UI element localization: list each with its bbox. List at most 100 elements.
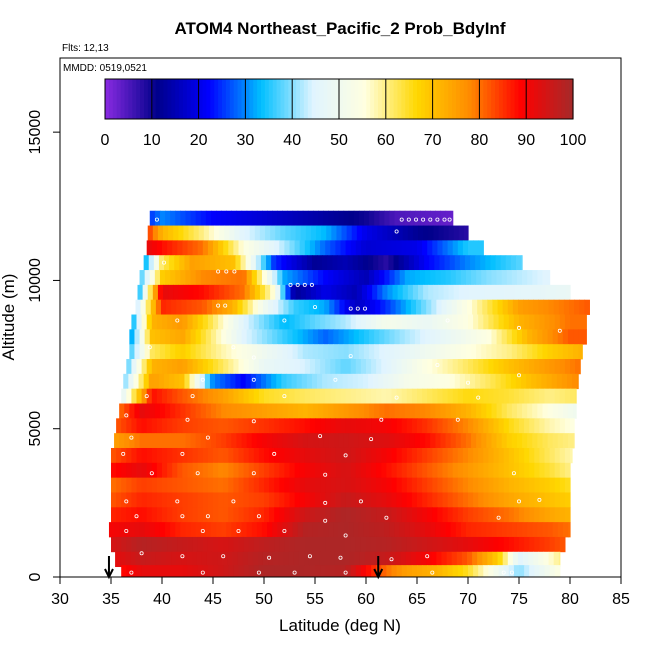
heatmap-cell: [256, 522, 263, 538]
heatmap-cell: [293, 551, 300, 568]
heatmap-cell: [150, 551, 157, 568]
heatmap-cell: [329, 299, 335, 315]
heatmap-cell: [370, 551, 376, 568]
heatmap-cell: [248, 240, 255, 256]
heatmap-cell: [141, 447, 148, 464]
heatmap-cell: [324, 299, 330, 315]
colorbar-segment: [569, 79, 574, 119]
heatmap-cell: [223, 565, 229, 578]
heatmap-cell: [207, 536, 214, 553]
colorbar-segment: [354, 79, 360, 119]
sample-marker: [421, 217, 426, 222]
heatmap-cell: [286, 373, 293, 390]
y-axis-label: Altitude (m): [0, 274, 18, 361]
sample-marker: [144, 394, 149, 399]
heatmap-cell: [508, 507, 515, 523]
heatmap-cell: [451, 299, 458, 315]
heatmap-cell: [200, 329, 207, 345]
heatmap-cell: [233, 240, 240, 256]
sample-marker: [251, 377, 256, 382]
heatmap-cell: [378, 373, 384, 390]
heatmap-cell: [172, 565, 178, 578]
heatmap-cell: [261, 329, 268, 345]
heatmap-cell: [175, 270, 181, 286]
heatmap-cell: [267, 433, 273, 449]
heatmap-cell: [503, 477, 510, 493]
sample-marker: [389, 557, 394, 562]
heatmap-cell: [444, 373, 451, 390]
heatmap-cell: [505, 373, 512, 390]
heatmap-cell: [202, 536, 209, 553]
heatmap-cell: [216, 433, 222, 449]
sample-marker: [216, 269, 221, 274]
heatmap-cell: [549, 492, 556, 508]
heatmap-cell: [366, 492, 372, 508]
heatmap-cell: [519, 314, 525, 330]
heatmap-cell: [447, 507, 454, 523]
heatmap-cell: [233, 314, 240, 330]
colorbar-segment: [108, 79, 114, 119]
heatmap-cell: [139, 433, 146, 449]
heatmap-cell: [312, 210, 319, 226]
heatmap-cell: [175, 433, 181, 449]
heatmap-cell: [136, 536, 143, 553]
heatmap-cell: [507, 299, 514, 315]
x-tick-label: 75: [510, 591, 528, 608]
heatmap-cell: [309, 507, 316, 523]
heatmap-cell: [386, 447, 393, 464]
heatmap-cell: [254, 225, 261, 241]
heatmap-cell: [335, 388, 342, 404]
heatmap-cell: [126, 492, 132, 508]
heatmap-cell: [216, 344, 222, 360]
heatmap-cell: [408, 255, 415, 271]
heatmap-cell: [358, 344, 365, 360]
heatmap-cell: [131, 492, 138, 508]
colorbar-segment: [378, 79, 383, 119]
heatmap-cell: [121, 507, 127, 523]
heatmap-cell: [325, 492, 331, 508]
heatmap-cell: [262, 299, 269, 315]
heatmap-cell: [335, 492, 342, 508]
heatmap-cell: [114, 433, 120, 449]
heatmap-cell: [399, 270, 406, 286]
heatmap-cell: [483, 388, 489, 404]
heatmap-cell: [366, 565, 372, 578]
heatmap-cell: [522, 403, 528, 419]
heatmap-cell: [272, 403, 278, 419]
heatmap-cell: [166, 551, 172, 568]
colorbar-segment: [261, 79, 266, 119]
heatmap-cell: [159, 344, 166, 360]
heatmap-cell: [415, 551, 422, 568]
y-tick-label: 5000: [27, 411, 44, 447]
heatmap-cell: [216, 329, 222, 345]
heatmap-cell: [243, 240, 250, 256]
heatmap-cell: [478, 462, 484, 479]
heatmap-cell: [371, 507, 377, 523]
heatmap-cell: [379, 270, 385, 286]
sample-marker: [369, 437, 374, 442]
heatmap-cell: [496, 329, 503, 345]
heatmap-cell: [353, 344, 360, 360]
heatmap-cell: [152, 284, 159, 301]
heatmap-cell: [524, 388, 530, 404]
colorbar-segment: [124, 79, 129, 119]
heatmap-cell: [306, 373, 313, 390]
heatmap-cell: [335, 418, 342, 434]
heatmap-cell: [231, 344, 238, 360]
heatmap-cell: [288, 299, 295, 315]
heatmap-cell: [440, 270, 447, 286]
heatmap-cell: [302, 344, 309, 360]
heatmap-cell: [269, 492, 275, 508]
heatmap-cell: [223, 477, 229, 493]
heatmap-cell: [558, 299, 565, 315]
heatmap-cell: [309, 492, 316, 508]
colorbar-segment: [335, 79, 340, 119]
colorbar-segment: [292, 79, 297, 119]
heatmap-cell: [376, 507, 382, 523]
sample-marker: [282, 318, 287, 323]
heatmap-cell: [333, 522, 340, 538]
heatmap-cell: [564, 477, 571, 493]
heatmap-cell: [462, 507, 469, 523]
heatmap-cell: [355, 418, 362, 434]
sample-marker: [537, 497, 542, 502]
